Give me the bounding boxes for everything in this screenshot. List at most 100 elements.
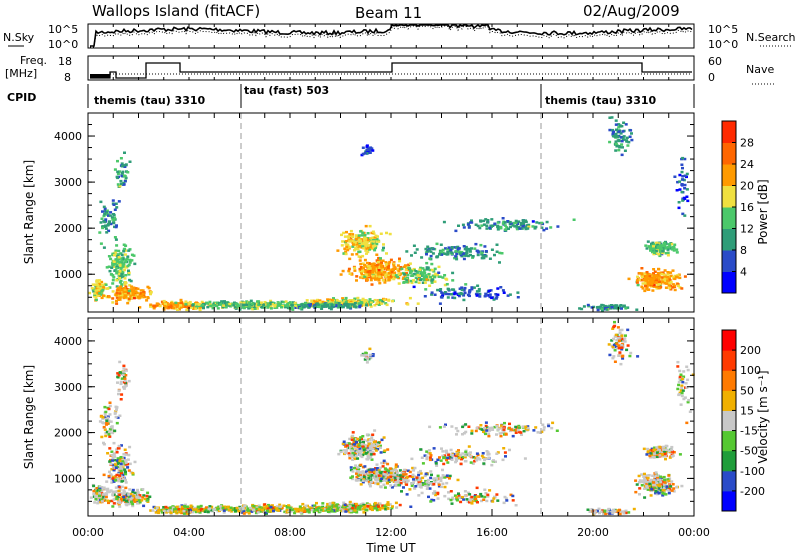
scatter-cell xyxy=(386,476,390,479)
scatter-cell xyxy=(462,294,466,297)
scatter-cell xyxy=(678,173,682,177)
scatter-cell xyxy=(671,286,675,289)
scatter-cell xyxy=(483,427,486,430)
scatter-cell xyxy=(344,510,348,513)
scatter-cell xyxy=(361,453,365,457)
scatter-cell xyxy=(503,451,507,454)
scatter-cell xyxy=(407,268,411,272)
scatter-cell xyxy=(620,153,624,157)
scatter-cell xyxy=(355,275,359,278)
scatter-cell xyxy=(388,471,391,474)
scatter-cell xyxy=(385,231,388,235)
scatter-cell xyxy=(100,290,104,293)
scatter-cell xyxy=(110,481,114,484)
scatter-cell xyxy=(630,138,634,142)
scatter-cell xyxy=(234,509,238,513)
scatter-cell xyxy=(335,503,339,506)
scatter-cell xyxy=(122,181,126,185)
scatter-cell xyxy=(111,218,115,221)
scatter-cell xyxy=(367,442,371,446)
scatter-cell xyxy=(109,257,113,261)
scatter-cell xyxy=(455,257,459,261)
scatter-cell xyxy=(366,448,370,452)
scatter-cell xyxy=(485,450,489,453)
scatter-cell xyxy=(346,247,350,250)
scatter-cell xyxy=(139,289,143,292)
scatter-cell xyxy=(425,268,429,271)
scatter-cell xyxy=(263,503,267,506)
scatter-cell xyxy=(362,266,365,270)
scatter-cell xyxy=(345,444,349,447)
scatter-cell xyxy=(660,248,664,251)
scatter-cell xyxy=(140,295,144,298)
scatter-cell xyxy=(364,451,368,455)
scatter-cell xyxy=(126,301,130,305)
scatter-cell xyxy=(412,481,415,484)
scatter-cell xyxy=(615,306,619,309)
scatter-cell xyxy=(472,286,476,289)
scatter-cell xyxy=(342,252,346,255)
scatter-cell xyxy=(104,410,108,414)
scatter-cell xyxy=(341,305,345,309)
scatter-cell xyxy=(233,507,237,510)
scatter-cell xyxy=(446,252,450,256)
scatter-cell xyxy=(541,423,545,426)
scatter-cell xyxy=(371,230,375,233)
scatter-cell xyxy=(445,481,449,485)
scatter-cell xyxy=(425,450,429,453)
scatter-cell xyxy=(381,249,385,252)
scatter-cell xyxy=(127,469,131,472)
scatter-cell xyxy=(119,469,123,473)
colorbar-swatch xyxy=(722,121,736,143)
scatter-cell xyxy=(610,304,613,307)
scatter-cell xyxy=(365,145,369,148)
scatter-cell xyxy=(160,511,164,514)
scatter-cell xyxy=(371,273,375,276)
date-title: 02/Aug/2009 xyxy=(583,2,680,20)
scatter-cell xyxy=(369,305,373,308)
scatter-cell xyxy=(424,288,428,291)
scatter-cell xyxy=(382,459,386,463)
scatter-cell xyxy=(401,480,405,483)
scatter-cell xyxy=(343,247,347,250)
scatter-cell xyxy=(651,248,655,252)
scatter-cell xyxy=(636,283,640,287)
scatter-cell xyxy=(321,509,325,512)
scatter-cell xyxy=(122,250,126,253)
scatter-cell xyxy=(236,305,240,308)
scatter-cell xyxy=(91,283,95,286)
scatter-cell xyxy=(484,218,488,221)
scatter-cell xyxy=(373,304,377,307)
scatter-cell xyxy=(242,509,246,512)
scatter-cell xyxy=(410,482,413,485)
scatter-cell xyxy=(226,303,229,306)
scatter-cell xyxy=(426,485,430,489)
scatter-cell xyxy=(103,494,107,497)
scatter-cell xyxy=(127,297,131,301)
scatter-cell xyxy=(390,478,394,481)
scatter-cell xyxy=(504,455,507,458)
scatter-cell xyxy=(377,269,381,272)
scatter-cell xyxy=(111,282,115,285)
scatter-cell xyxy=(164,505,168,509)
scatter-cell xyxy=(117,479,121,483)
scatter-cell xyxy=(96,498,100,502)
scatter-cell xyxy=(523,457,527,460)
scatter-cell xyxy=(435,255,439,259)
scatter-cell xyxy=(490,218,494,221)
scatter-cell xyxy=(678,276,682,280)
scatter-cell xyxy=(116,495,120,498)
scatter-cell xyxy=(356,437,360,441)
scatter-cell xyxy=(667,284,671,287)
scatter-cell xyxy=(614,140,618,143)
scatter-cell xyxy=(327,507,331,511)
scatter-cell xyxy=(359,473,363,476)
scatter-cell xyxy=(479,424,483,427)
scatter-cell xyxy=(445,283,449,286)
scatter-cell xyxy=(441,450,445,453)
scatter-cell xyxy=(342,231,346,235)
scatter-cell xyxy=(208,507,212,510)
scatter-cell xyxy=(115,244,119,247)
scatter-cell xyxy=(368,484,372,488)
